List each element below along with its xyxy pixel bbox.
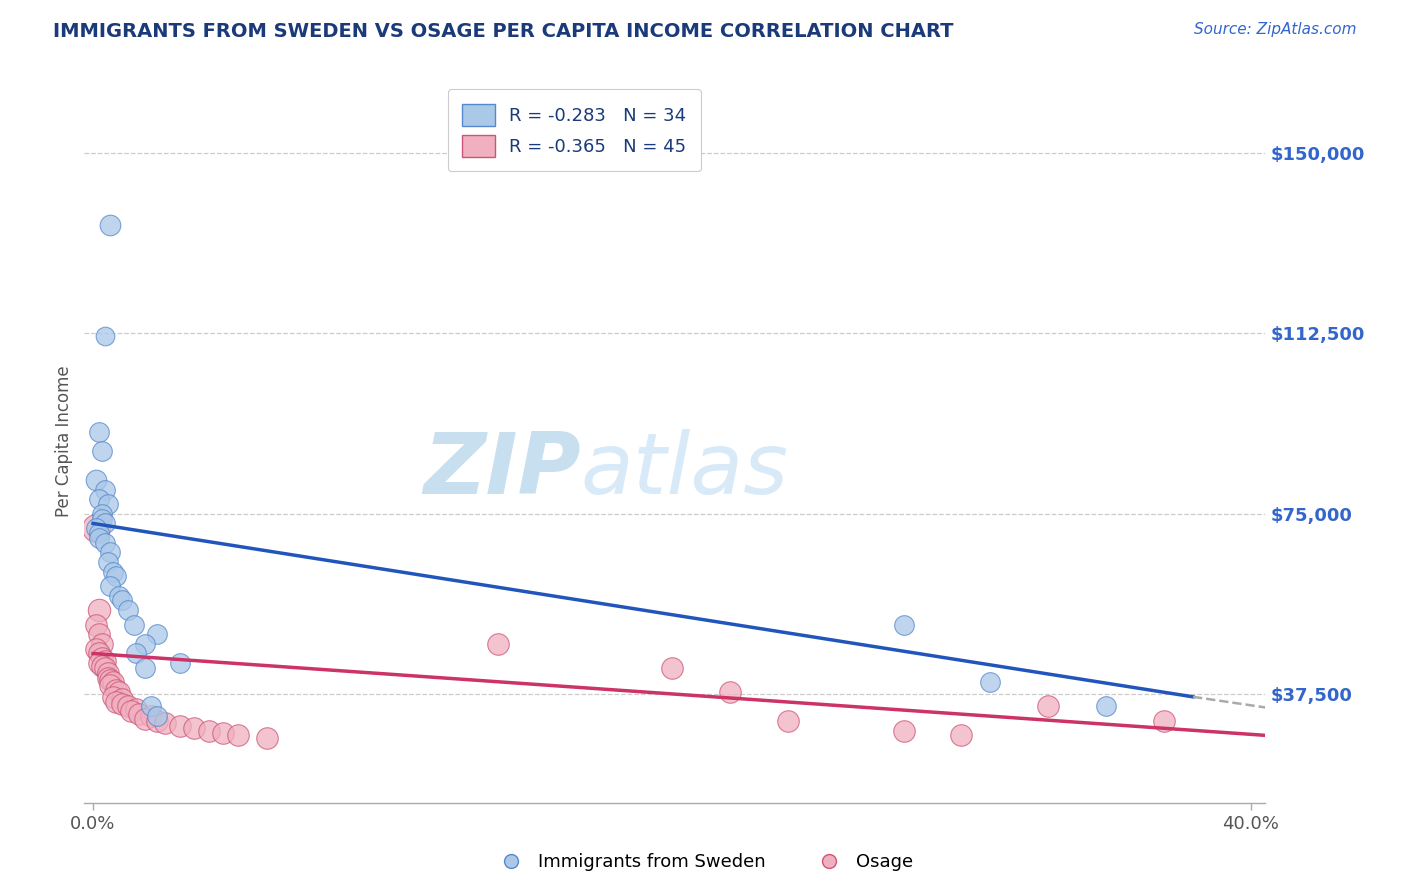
Point bbox=[108, 589, 131, 603]
Point bbox=[87, 492, 110, 507]
Point bbox=[87, 656, 110, 670]
Point bbox=[105, 569, 128, 583]
Point bbox=[776, 714, 799, 728]
Point bbox=[105, 682, 128, 697]
Point bbox=[718, 685, 741, 699]
Legend: Immigrants from Sweden, Osage: Immigrants from Sweden, Osage bbox=[485, 847, 921, 879]
Point bbox=[226, 728, 249, 742]
Point bbox=[139, 709, 162, 723]
Point bbox=[87, 425, 110, 439]
Point bbox=[117, 603, 139, 617]
Point bbox=[93, 516, 115, 531]
Point bbox=[134, 661, 156, 675]
Point bbox=[661, 661, 683, 675]
Point bbox=[93, 654, 115, 668]
Point bbox=[84, 641, 107, 656]
Point bbox=[103, 675, 125, 690]
Point bbox=[893, 617, 915, 632]
Point bbox=[134, 712, 156, 726]
Point bbox=[169, 656, 191, 670]
Point bbox=[84, 521, 107, 535]
Point bbox=[87, 531, 110, 545]
Point bbox=[90, 507, 112, 521]
Point bbox=[87, 603, 110, 617]
Point bbox=[90, 658, 112, 673]
Text: IMMIGRANTS FROM SWEDEN VS OSAGE PER CAPITA INCOME CORRELATION CHART: IMMIGRANTS FROM SWEDEN VS OSAGE PER CAPI… bbox=[53, 22, 953, 41]
Point bbox=[93, 661, 115, 675]
Point bbox=[108, 685, 131, 699]
Point bbox=[100, 673, 122, 687]
Point bbox=[145, 709, 167, 723]
Point bbox=[96, 497, 118, 511]
Point bbox=[111, 697, 134, 711]
Point bbox=[128, 706, 150, 721]
Point bbox=[103, 565, 125, 579]
Point bbox=[105, 695, 128, 709]
Point bbox=[125, 702, 148, 716]
Point bbox=[90, 651, 112, 665]
Point bbox=[90, 511, 112, 525]
Y-axis label: Per Capita Income: Per Capita Income bbox=[55, 366, 73, 517]
Point bbox=[87, 627, 110, 641]
Point bbox=[90, 444, 112, 458]
Point bbox=[212, 726, 235, 740]
Point bbox=[111, 593, 134, 607]
Point bbox=[103, 690, 125, 704]
Text: atlas: atlas bbox=[581, 429, 789, 512]
Point bbox=[1038, 699, 1060, 714]
Point bbox=[117, 699, 139, 714]
Point bbox=[1153, 714, 1175, 728]
Point bbox=[100, 579, 122, 593]
Point bbox=[134, 637, 156, 651]
Point bbox=[90, 637, 112, 651]
Point bbox=[93, 535, 115, 549]
Legend: R = -0.283   N = 34, R = -0.365   N = 45: R = -0.283 N = 34, R = -0.365 N = 45 bbox=[447, 89, 700, 171]
Point bbox=[87, 647, 110, 661]
Point bbox=[256, 731, 278, 745]
Point bbox=[169, 719, 191, 733]
Point bbox=[100, 218, 122, 232]
Text: ZIP: ZIP bbox=[423, 429, 581, 512]
Point bbox=[125, 647, 148, 661]
Point bbox=[100, 678, 122, 692]
Point bbox=[84, 617, 107, 632]
Point bbox=[486, 637, 509, 651]
Point bbox=[155, 716, 177, 731]
Point bbox=[122, 617, 145, 632]
Point bbox=[100, 545, 122, 559]
Point bbox=[979, 675, 1001, 690]
Point bbox=[893, 723, 915, 738]
Point bbox=[84, 521, 107, 535]
Text: Source: ZipAtlas.com: Source: ZipAtlas.com bbox=[1194, 22, 1357, 37]
Point bbox=[96, 665, 118, 680]
Point bbox=[96, 671, 118, 685]
Point bbox=[93, 328, 115, 343]
Point bbox=[93, 483, 115, 497]
Point bbox=[84, 473, 107, 487]
Point bbox=[1095, 699, 1118, 714]
Point bbox=[96, 555, 118, 569]
Point bbox=[145, 627, 167, 641]
Point bbox=[198, 723, 221, 738]
Point bbox=[139, 699, 162, 714]
Point bbox=[950, 728, 973, 742]
Point bbox=[183, 721, 205, 735]
Point bbox=[145, 714, 167, 728]
Point bbox=[120, 704, 142, 718]
Point bbox=[87, 526, 110, 541]
Point bbox=[111, 692, 134, 706]
